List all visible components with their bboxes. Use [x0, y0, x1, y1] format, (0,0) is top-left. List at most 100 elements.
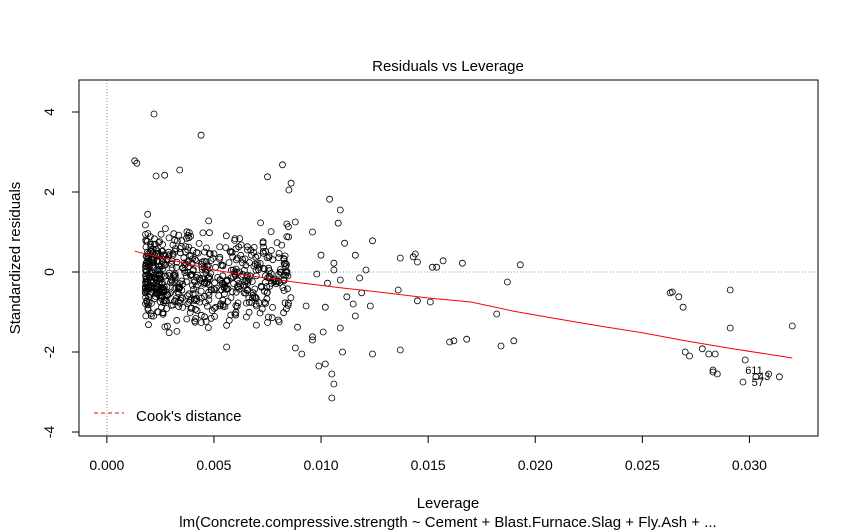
data-point [171, 245, 179, 253]
data-point [197, 319, 205, 327]
data-point [152, 245, 160, 253]
chart-title: Residuals vs Leverage [372, 58, 524, 75]
data-point [176, 166, 184, 174]
data-point [267, 270, 275, 278]
x-tick-label: 0.030 [732, 457, 767, 473]
data-point [197, 287, 205, 295]
data-point [165, 251, 173, 259]
data-point [176, 249, 184, 257]
data-point [275, 318, 283, 326]
data-point [161, 171, 169, 179]
data-point [739, 378, 747, 386]
data-point [458, 259, 466, 267]
data-point [147, 310, 155, 317]
data-point [251, 285, 259, 293]
data-point [182, 243, 190, 251]
data-point [309, 333, 316, 341]
data-point [257, 219, 265, 227]
data-point [237, 272, 245, 280]
data-point [159, 287, 167, 295]
data-point [668, 288, 676, 296]
data-point [413, 258, 421, 266]
data-point [227, 274, 235, 282]
data-point [261, 298, 268, 306]
data-point [279, 161, 286, 169]
data-point [244, 246, 251, 254]
x-tick-label: 0.000 [89, 457, 124, 473]
data-point [185, 243, 193, 251]
data-point [285, 186, 293, 194]
data-point [362, 266, 370, 274]
data-point [193, 297, 200, 305]
data-point [321, 360, 329, 368]
data-point [259, 247, 267, 255]
data-point [235, 285, 243, 293]
data-point [264, 173, 271, 181]
data-point [705, 350, 713, 358]
y-axis: -4 -2 0 2 4 [41, 108, 80, 438]
data-point [149, 263, 157, 271]
data-point [145, 293, 153, 301]
data-point [321, 303, 329, 311]
data-point [231, 310, 239, 318]
data-point [146, 281, 154, 289]
data-point [250, 262, 258, 270]
data-point [160, 297, 168, 305]
data-point [174, 288, 182, 296]
data-point [369, 237, 376, 245]
data-point [205, 291, 213, 299]
data-point [209, 254, 217, 262]
data-point [243, 287, 251, 294]
data-point [147, 312, 155, 320]
data-point [450, 337, 458, 345]
data-point [275, 254, 283, 262]
data-point [189, 246, 197, 254]
data-point [201, 248, 209, 256]
data-point [154, 247, 162, 255]
data-point [326, 195, 334, 203]
data-point [159, 309, 167, 316]
data-point [516, 261, 524, 269]
data-point [282, 268, 289, 275]
data-point [160, 283, 168, 291]
data-point [228, 248, 236, 256]
data-point [315, 362, 323, 370]
data-point [215, 292, 223, 299]
data-point [142, 265, 150, 273]
data-point [309, 228, 316, 236]
data-point [172, 284, 180, 292]
data-point [222, 232, 230, 240]
data-point [205, 296, 213, 304]
x-axis: 0.000 0.005 0.010 0.015 0.020 0.025 0.030 [89, 435, 767, 473]
data-point [192, 257, 200, 265]
data-point [250, 243, 258, 251]
data-point [245, 275, 253, 283]
data-point [216, 243, 224, 251]
data-point [171, 247, 179, 255]
data-point [220, 284, 228, 292]
data-point [238, 259, 246, 267]
data-point [194, 281, 202, 289]
data-point [252, 302, 260, 310]
data-point [174, 298, 182, 305]
data-point [183, 278, 190, 286]
data-point [241, 278, 249, 285]
data-point [198, 274, 206, 282]
data-point [341, 239, 349, 247]
data-point [227, 294, 235, 302]
data-point [765, 370, 773, 378]
x-tick-label: 0.020 [518, 457, 553, 473]
data-point [275, 249, 283, 257]
data-point [232, 272, 239, 280]
data-point [280, 271, 288, 279]
data-point [144, 210, 152, 218]
data-point [148, 256, 156, 264]
data-point [195, 239, 203, 247]
data-point [713, 370, 721, 378]
data-point [176, 280, 183, 287]
data-point [726, 286, 734, 294]
data-point [142, 287, 150, 295]
data-point [280, 255, 288, 262]
data-point [192, 314, 200, 322]
data-point [330, 380, 338, 388]
